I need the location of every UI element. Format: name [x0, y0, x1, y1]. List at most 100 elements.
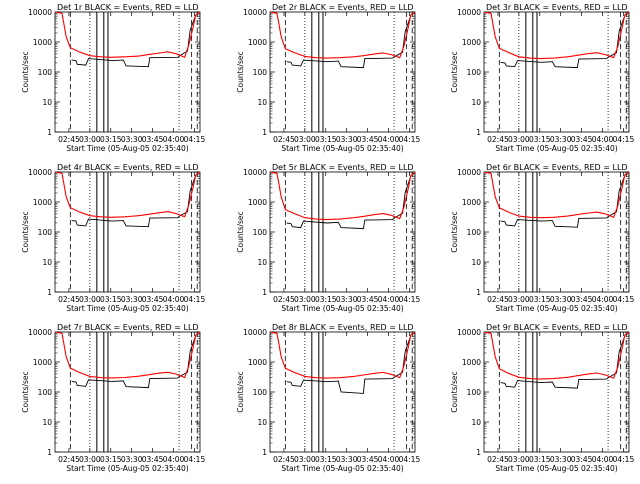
lld-series-line	[55, 332, 200, 379]
y-tick-label: 100	[253, 228, 268, 237]
events-series-line	[500, 335, 626, 389]
x-tick-label: 03:30	[336, 135, 358, 144]
x-tick-label: 04:00	[592, 295, 614, 304]
x-tick-label: 04:15	[184, 135, 206, 144]
x-tick-label: 03:30	[550, 455, 572, 464]
x-tick-label: 03:45	[142, 455, 164, 464]
lld-series-line	[484, 332, 629, 380]
plot-frame	[54, 171, 201, 293]
y-tick-label: 1000	[33, 358, 52, 367]
lld-series-line	[55, 12, 200, 59]
x-tick-label: 03:30	[550, 295, 572, 304]
y-tick-label: 1000	[33, 38, 52, 47]
y-tick-label: 10000	[243, 168, 267, 177]
panel-title: Det 4r BLACK = Events, RED = LLD	[57, 163, 199, 172]
y-tick-label: 10	[257, 418, 267, 427]
x-tick-label: 04:15	[613, 135, 635, 144]
x-tick-label: 03:45	[571, 295, 593, 304]
x-tick-label: 02:45	[487, 455, 509, 464]
x-tick-label: 03:15	[529, 455, 551, 464]
plot-area	[55, 332, 200, 452]
x-tick-label: 02:45	[58, 295, 80, 304]
lld-series-line	[270, 332, 415, 379]
y-tick-label: 10000	[457, 168, 481, 177]
y-tick-label: 10000	[28, 168, 52, 177]
y-tick-label: 1000	[33, 198, 52, 207]
y-tick-label: 1000	[462, 38, 481, 47]
x-tick-label: 03:30	[121, 135, 143, 144]
events-series-line	[71, 14, 197, 68]
y-tick-label: 100	[38, 388, 53, 397]
x-tick-label: 04:15	[399, 455, 421, 464]
x-tick-label: 03:15	[529, 295, 551, 304]
x-tick-label: 04:15	[399, 135, 421, 144]
y-axis-label: Counts/sec	[450, 371, 459, 412]
x-tick-label: 03:15	[315, 295, 337, 304]
y-tick-label: 10000	[28, 328, 52, 337]
y-tick-label: 10	[42, 418, 52, 427]
x-tick-label: 03:45	[357, 135, 379, 144]
y-tick-label: 10	[471, 418, 481, 427]
x-axis-label: Start Time (05-Aug-05 02:35:40)	[495, 464, 617, 473]
y-tick-label: 1000	[248, 358, 267, 367]
y-tick-label: 1000	[248, 38, 267, 47]
x-tick-label: 02:45	[487, 135, 509, 144]
x-tick-label: 04:00	[378, 455, 400, 464]
x-tick-label: 03:00	[508, 295, 530, 304]
x-tick-label: 02:45	[58, 455, 80, 464]
x-axis-label: Start Time (05-Aug-05 02:35:40)	[66, 304, 188, 313]
x-tick-label: 03:00	[79, 455, 101, 464]
y-axis-label: Counts/sec	[236, 51, 245, 92]
y-tick-label: 10	[471, 258, 481, 267]
x-tick-label: 03:30	[336, 455, 358, 464]
panel-title: Det 3r BLACK = Events, RED = LLD	[486, 3, 628, 12]
panel-title: Det 2r BLACK = Events, RED = LLD	[272, 3, 414, 12]
x-tick-label: 04:00	[592, 455, 614, 464]
x-tick-label: 03:15	[529, 135, 551, 144]
x-axis-label: Start Time (05-Aug-05 02:35:40)	[281, 144, 403, 153]
y-tick-label: 100	[38, 68, 53, 77]
events-series-line	[500, 15, 626, 69]
y-tick-label: 10	[42, 98, 52, 107]
panel-det-2: Det 2r BLACK = Events, RED = LLD 1 10 100 10…	[236, 3, 420, 153]
y-axis-label: Counts/sec	[450, 51, 459, 92]
events-series-line	[71, 335, 197, 389]
x-tick-label: 04:15	[613, 295, 635, 304]
x-tick-label: 04:00	[163, 135, 185, 144]
y-axis-label: Counts/sec	[236, 371, 245, 412]
x-axis-label: Start Time (05-Aug-05 02:35:40)	[495, 304, 617, 313]
y-tick-label: 10000	[457, 328, 481, 337]
x-tick-label: 03:00	[294, 295, 316, 304]
y-tick-label: 1	[262, 128, 267, 137]
plot-frame	[269, 171, 416, 293]
panel-det-5: Det 5r BLACK = Events, RED = LLD 1 10 100 10…	[236, 163, 420, 313]
plot-area	[484, 172, 629, 292]
x-tick-label: 03:00	[508, 135, 530, 144]
y-tick-label: 10	[471, 98, 481, 107]
x-tick-label: 04:15	[184, 455, 206, 464]
x-tick-label: 04:15	[399, 295, 421, 304]
x-tick-label: 03:15	[100, 455, 122, 464]
x-tick-label: 02:45	[273, 135, 295, 144]
y-axis-label: Counts/sec	[21, 371, 30, 412]
x-tick-label: 04:00	[378, 135, 400, 144]
lld-series-line	[270, 12, 415, 59]
y-tick-label: 10	[42, 258, 52, 267]
x-tick-label: 03:15	[100, 295, 122, 304]
x-tick-label: 03:15	[315, 455, 337, 464]
x-axis-label: Start Time (05-Aug-05 02:35:40)	[495, 144, 617, 153]
events-series-line	[500, 175, 626, 228]
x-tick-label: 02:45	[273, 455, 295, 464]
x-tick-label: 03:30	[336, 295, 358, 304]
x-tick-label: 03:30	[121, 295, 143, 304]
events-series-line	[71, 175, 197, 228]
panel-title: Det 5r BLACK = Events, RED = LLD	[272, 163, 414, 172]
x-tick-label: 02:45	[273, 295, 295, 304]
y-tick-label: 1	[47, 128, 52, 137]
y-tick-label: 10	[257, 98, 267, 107]
events-series-line	[286, 176, 412, 230]
x-axis-label: Start Time (05-Aug-05 02:35:40)	[281, 464, 403, 473]
x-tick-label: 03:30	[550, 135, 572, 144]
x-tick-label: 03:15	[100, 135, 122, 144]
x-axis-label: Start Time (05-Aug-05 02:35:40)	[66, 144, 188, 153]
